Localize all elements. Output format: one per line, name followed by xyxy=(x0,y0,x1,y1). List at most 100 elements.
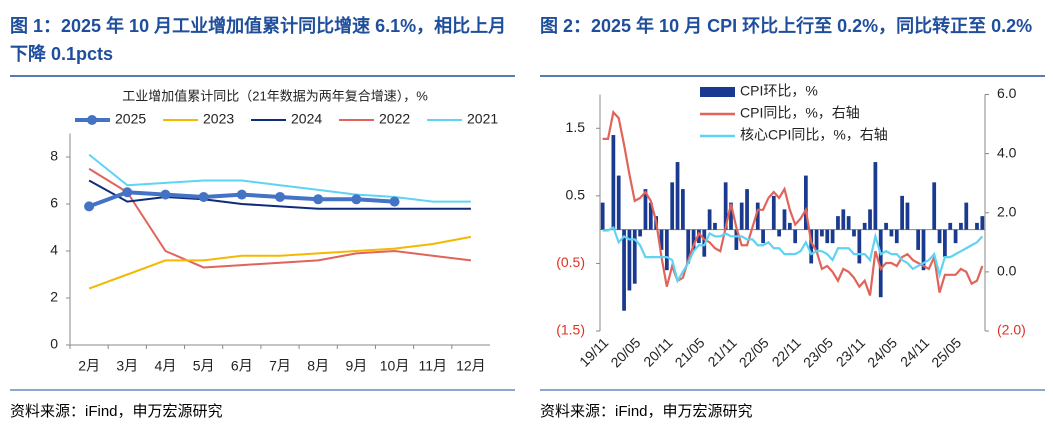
x-tick-label: 9月 xyxy=(345,358,367,374)
series-line xyxy=(88,179,471,210)
bar xyxy=(681,189,685,230)
bar xyxy=(729,202,733,230)
point xyxy=(84,201,95,212)
series-line xyxy=(602,225,984,284)
series-line xyxy=(88,153,471,203)
legend-label: 2024 xyxy=(291,111,322,127)
bar xyxy=(648,202,653,230)
y-tick-label: 6 xyxy=(50,195,58,211)
bar xyxy=(916,229,921,250)
bar xyxy=(862,222,867,230)
bar xyxy=(616,175,621,230)
series-line xyxy=(602,109,984,296)
figure-title: 图 2：2025 年 10 月 CPI 环比上行至 0.2%，同比转正至 0.2… xyxy=(540,16,1033,36)
legend-label: 2025 xyxy=(115,111,146,127)
bar xyxy=(659,229,664,250)
bar xyxy=(873,162,878,230)
y2-tick-label: (2.0) xyxy=(997,322,1026,338)
x-tick-label: 3月 xyxy=(116,358,138,374)
y-tick-label: 1.5 xyxy=(566,119,586,135)
y-tick-label: (0.5) xyxy=(556,254,585,270)
legend-label: CPI同比，%，右轴 xyxy=(740,105,860,121)
y2-tick-label: 4.0 xyxy=(997,144,1017,160)
bar xyxy=(622,229,626,311)
bar xyxy=(600,202,605,230)
bar xyxy=(670,182,675,230)
x-tick-label: 5月 xyxy=(193,358,215,374)
bar xyxy=(675,162,680,230)
x-tick-label: 23/05 xyxy=(800,334,836,370)
bar xyxy=(852,229,856,237)
bar xyxy=(809,229,814,264)
bar xyxy=(771,195,776,230)
bar xyxy=(745,189,749,230)
x-tick-label: 25/05 xyxy=(928,334,964,370)
y-tick-label: 2 xyxy=(50,289,58,305)
point xyxy=(389,196,400,207)
bar xyxy=(755,202,760,230)
bar xyxy=(627,229,632,291)
bar xyxy=(900,195,904,230)
bar xyxy=(782,209,787,230)
legend-label: 2023 xyxy=(203,111,234,127)
y-tick-label: 0.5 xyxy=(566,187,586,203)
bar xyxy=(878,229,883,298)
figure-title: 图 1：2025 年 10 月工业增加值累计同比增速 6.1%，相比上月下降 0… xyxy=(10,16,507,64)
bar xyxy=(691,229,696,250)
bar xyxy=(889,229,894,237)
bar xyxy=(884,222,888,230)
x-tick-label: 10月 xyxy=(380,358,410,374)
bar xyxy=(948,222,953,230)
legend-label: CPI环比，% xyxy=(740,83,818,99)
y-tick-label: 0 xyxy=(50,336,58,352)
bar xyxy=(820,229,824,237)
bar xyxy=(611,135,616,230)
bar xyxy=(734,229,739,250)
chart-subtitle: 工业增加值累计同比（21年数据为两年复合增速），% xyxy=(122,88,428,103)
bar xyxy=(713,222,717,230)
x-tick-label: 24/11 xyxy=(897,334,933,370)
bar xyxy=(964,202,969,230)
y-tick-label: 8 xyxy=(50,148,58,164)
x-tick-label: 24/05 xyxy=(864,334,900,370)
source-note: 资料来源：iFind，申万宏源研究 xyxy=(540,403,753,420)
y2-tick-label: 2.0 xyxy=(997,203,1017,219)
x-tick-label: 20/11 xyxy=(640,334,676,370)
x-tick-label: 19/11 xyxy=(576,334,612,370)
bar xyxy=(841,209,846,230)
bar xyxy=(814,229,819,250)
legend-marker xyxy=(87,115,97,125)
x-tick-label: 6月 xyxy=(231,358,253,374)
legend-label: 核心CPI同比，%，右轴 xyxy=(740,127,888,143)
bar xyxy=(857,229,862,264)
bar xyxy=(761,229,765,244)
y-tick-label: (1.5) xyxy=(556,322,585,338)
bar xyxy=(825,229,830,244)
point xyxy=(275,191,285,202)
x-tick-label: 22/05 xyxy=(736,334,772,370)
bar xyxy=(905,202,910,230)
y2-tick-label: 6.0 xyxy=(997,85,1017,101)
series-line xyxy=(88,167,472,269)
legend-swatch xyxy=(700,87,735,97)
bar xyxy=(739,202,744,230)
bar xyxy=(932,182,937,230)
y-tick-label: 4 xyxy=(50,242,58,258)
bar xyxy=(975,222,979,230)
point xyxy=(160,189,171,200)
x-tick-label: 20/05 xyxy=(607,334,643,370)
legend-label: 2021 xyxy=(467,111,498,127)
bar xyxy=(980,216,985,230)
bar xyxy=(803,175,808,230)
source-note: 资料来源：iFind，申万宏源研究 xyxy=(10,403,223,420)
x-tick-label: 21/05 xyxy=(672,334,708,370)
bar xyxy=(777,229,782,237)
bar xyxy=(638,229,642,237)
bar xyxy=(943,229,947,257)
bar xyxy=(793,229,798,244)
x-tick-label: 7月 xyxy=(269,358,291,374)
x-tick-label: 22/11 xyxy=(769,334,805,370)
y2-tick-label: 0.0 xyxy=(997,263,1017,279)
